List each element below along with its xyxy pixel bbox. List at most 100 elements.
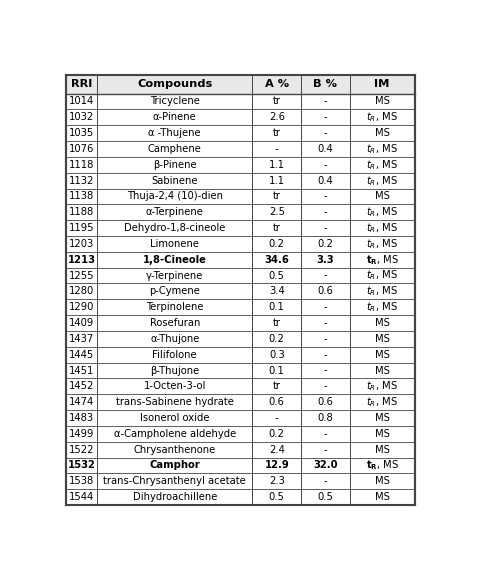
Text: 1.1: 1.1 xyxy=(269,175,285,186)
Text: MS: MS xyxy=(375,429,389,439)
Text: 1032: 1032 xyxy=(69,112,94,122)
Text: $t_{R}$, MS: $t_{R}$, MS xyxy=(366,142,398,156)
Text: $t_{R}$, MS: $t_{R}$, MS xyxy=(366,269,398,283)
Text: α-Thujone: α-Thujone xyxy=(150,334,199,344)
Bar xyxy=(66,204,414,220)
Bar xyxy=(66,252,414,267)
Text: 1452: 1452 xyxy=(69,382,94,391)
Text: 0.3: 0.3 xyxy=(269,350,285,360)
Text: $t_{R}$, MS: $t_{R}$, MS xyxy=(366,379,398,393)
Bar xyxy=(66,189,414,204)
Text: 1,8-Cineole: 1,8-Cineole xyxy=(143,255,207,265)
Text: -: - xyxy=(324,223,327,233)
Text: trans-Sabinene hydrate: trans-Sabinene hydrate xyxy=(116,397,234,407)
Text: -: - xyxy=(324,192,327,201)
Text: 1290: 1290 xyxy=(69,302,94,312)
Bar xyxy=(66,457,414,474)
Bar xyxy=(66,157,414,173)
Text: 0.4: 0.4 xyxy=(318,144,333,154)
Text: 1437: 1437 xyxy=(69,334,94,344)
Text: MS: MS xyxy=(375,318,389,328)
Text: Limonene: Limonene xyxy=(150,239,199,249)
Text: MS: MS xyxy=(375,128,389,138)
Text: 0.2: 0.2 xyxy=(269,429,285,439)
Text: 1.1: 1.1 xyxy=(269,160,285,170)
Text: α -Thujene: α -Thujene xyxy=(148,128,201,138)
Text: tr: tr xyxy=(273,382,281,391)
Text: 0.2: 0.2 xyxy=(269,334,285,344)
Text: Filifolone: Filifolone xyxy=(153,350,197,360)
Text: p-Cymene: p-Cymene xyxy=(149,287,200,296)
Text: α-Pinene: α-Pinene xyxy=(153,112,197,122)
Text: 1138: 1138 xyxy=(69,192,94,201)
Text: -: - xyxy=(275,413,278,423)
Text: -: - xyxy=(324,365,327,376)
Bar xyxy=(66,125,414,141)
Bar xyxy=(66,379,414,394)
Text: Camphor: Camphor xyxy=(149,460,200,471)
Text: $\mathbf{t_{R}}$, MS: $\mathbf{t_{R}}$, MS xyxy=(365,253,399,267)
Text: 0.2: 0.2 xyxy=(318,239,333,249)
Text: Tricyclene: Tricyclene xyxy=(150,97,200,107)
Text: -: - xyxy=(324,302,327,312)
Bar xyxy=(66,394,414,410)
Text: 2.3: 2.3 xyxy=(269,477,285,486)
Bar xyxy=(66,236,414,252)
Text: Terpinolene: Terpinolene xyxy=(146,302,204,312)
Text: MS: MS xyxy=(375,365,389,376)
Text: -: - xyxy=(324,207,327,217)
Bar xyxy=(66,410,414,426)
Bar xyxy=(66,94,414,109)
Text: 1445: 1445 xyxy=(69,350,94,360)
Text: $t_{R}$, MS: $t_{R}$, MS xyxy=(366,158,398,172)
Text: 0.6: 0.6 xyxy=(269,397,285,407)
Bar xyxy=(66,267,414,284)
Bar xyxy=(66,362,414,379)
Text: tr: tr xyxy=(273,318,281,328)
Bar xyxy=(66,284,414,299)
Text: 1-Octen-3-ol: 1-Octen-3-ol xyxy=(143,382,206,391)
Text: 1014: 1014 xyxy=(69,97,94,107)
Text: 0.5: 0.5 xyxy=(269,492,285,502)
Text: 3.3: 3.3 xyxy=(317,255,334,265)
Bar xyxy=(66,315,414,331)
Text: 1132: 1132 xyxy=(69,175,94,186)
Text: 3.4: 3.4 xyxy=(269,287,285,296)
Text: MS: MS xyxy=(375,492,389,502)
Text: Camphene: Camphene xyxy=(148,144,202,154)
Text: $t_{R}$, MS: $t_{R}$, MS xyxy=(366,174,398,188)
Text: -: - xyxy=(275,144,278,154)
Text: $t_{R}$, MS: $t_{R}$, MS xyxy=(366,237,398,251)
Bar xyxy=(66,489,414,505)
Text: 0.1: 0.1 xyxy=(269,302,285,312)
Text: 2.6: 2.6 xyxy=(269,112,285,122)
Text: -: - xyxy=(324,382,327,391)
Text: 1076: 1076 xyxy=(69,144,94,154)
Text: α-Campholene aldehyde: α-Campholene aldehyde xyxy=(113,429,236,439)
Bar xyxy=(66,331,414,347)
Text: -: - xyxy=(324,318,327,328)
Text: 1255: 1255 xyxy=(69,270,94,281)
Text: 1188: 1188 xyxy=(69,207,94,217)
Text: MS: MS xyxy=(375,350,389,360)
Text: 32.0: 32.0 xyxy=(313,460,338,471)
Text: $t_{R}$, MS: $t_{R}$, MS xyxy=(366,284,398,298)
Bar xyxy=(66,442,414,457)
Text: γ-Terpinene: γ-Terpinene xyxy=(146,270,203,281)
Text: 12.9: 12.9 xyxy=(264,460,289,471)
Text: trans-Chrysanthenyl acetate: trans-Chrysanthenyl acetate xyxy=(104,477,246,486)
Text: $t_{R}$, MS: $t_{R}$, MS xyxy=(366,301,398,314)
Text: Isonerol oxide: Isonerol oxide xyxy=(140,413,210,423)
Text: 2.4: 2.4 xyxy=(269,445,285,455)
Bar xyxy=(66,220,414,236)
Text: -: - xyxy=(324,270,327,281)
Text: 0.5: 0.5 xyxy=(269,270,285,281)
Text: β-Pinene: β-Pinene xyxy=(153,160,196,170)
Text: tr: tr xyxy=(273,97,281,107)
Text: tr: tr xyxy=(273,192,281,201)
Text: RRI: RRI xyxy=(71,79,92,89)
Text: IM: IM xyxy=(375,79,390,89)
Text: -: - xyxy=(324,350,327,360)
Text: tr: tr xyxy=(273,223,281,233)
Text: 1035: 1035 xyxy=(69,128,94,138)
